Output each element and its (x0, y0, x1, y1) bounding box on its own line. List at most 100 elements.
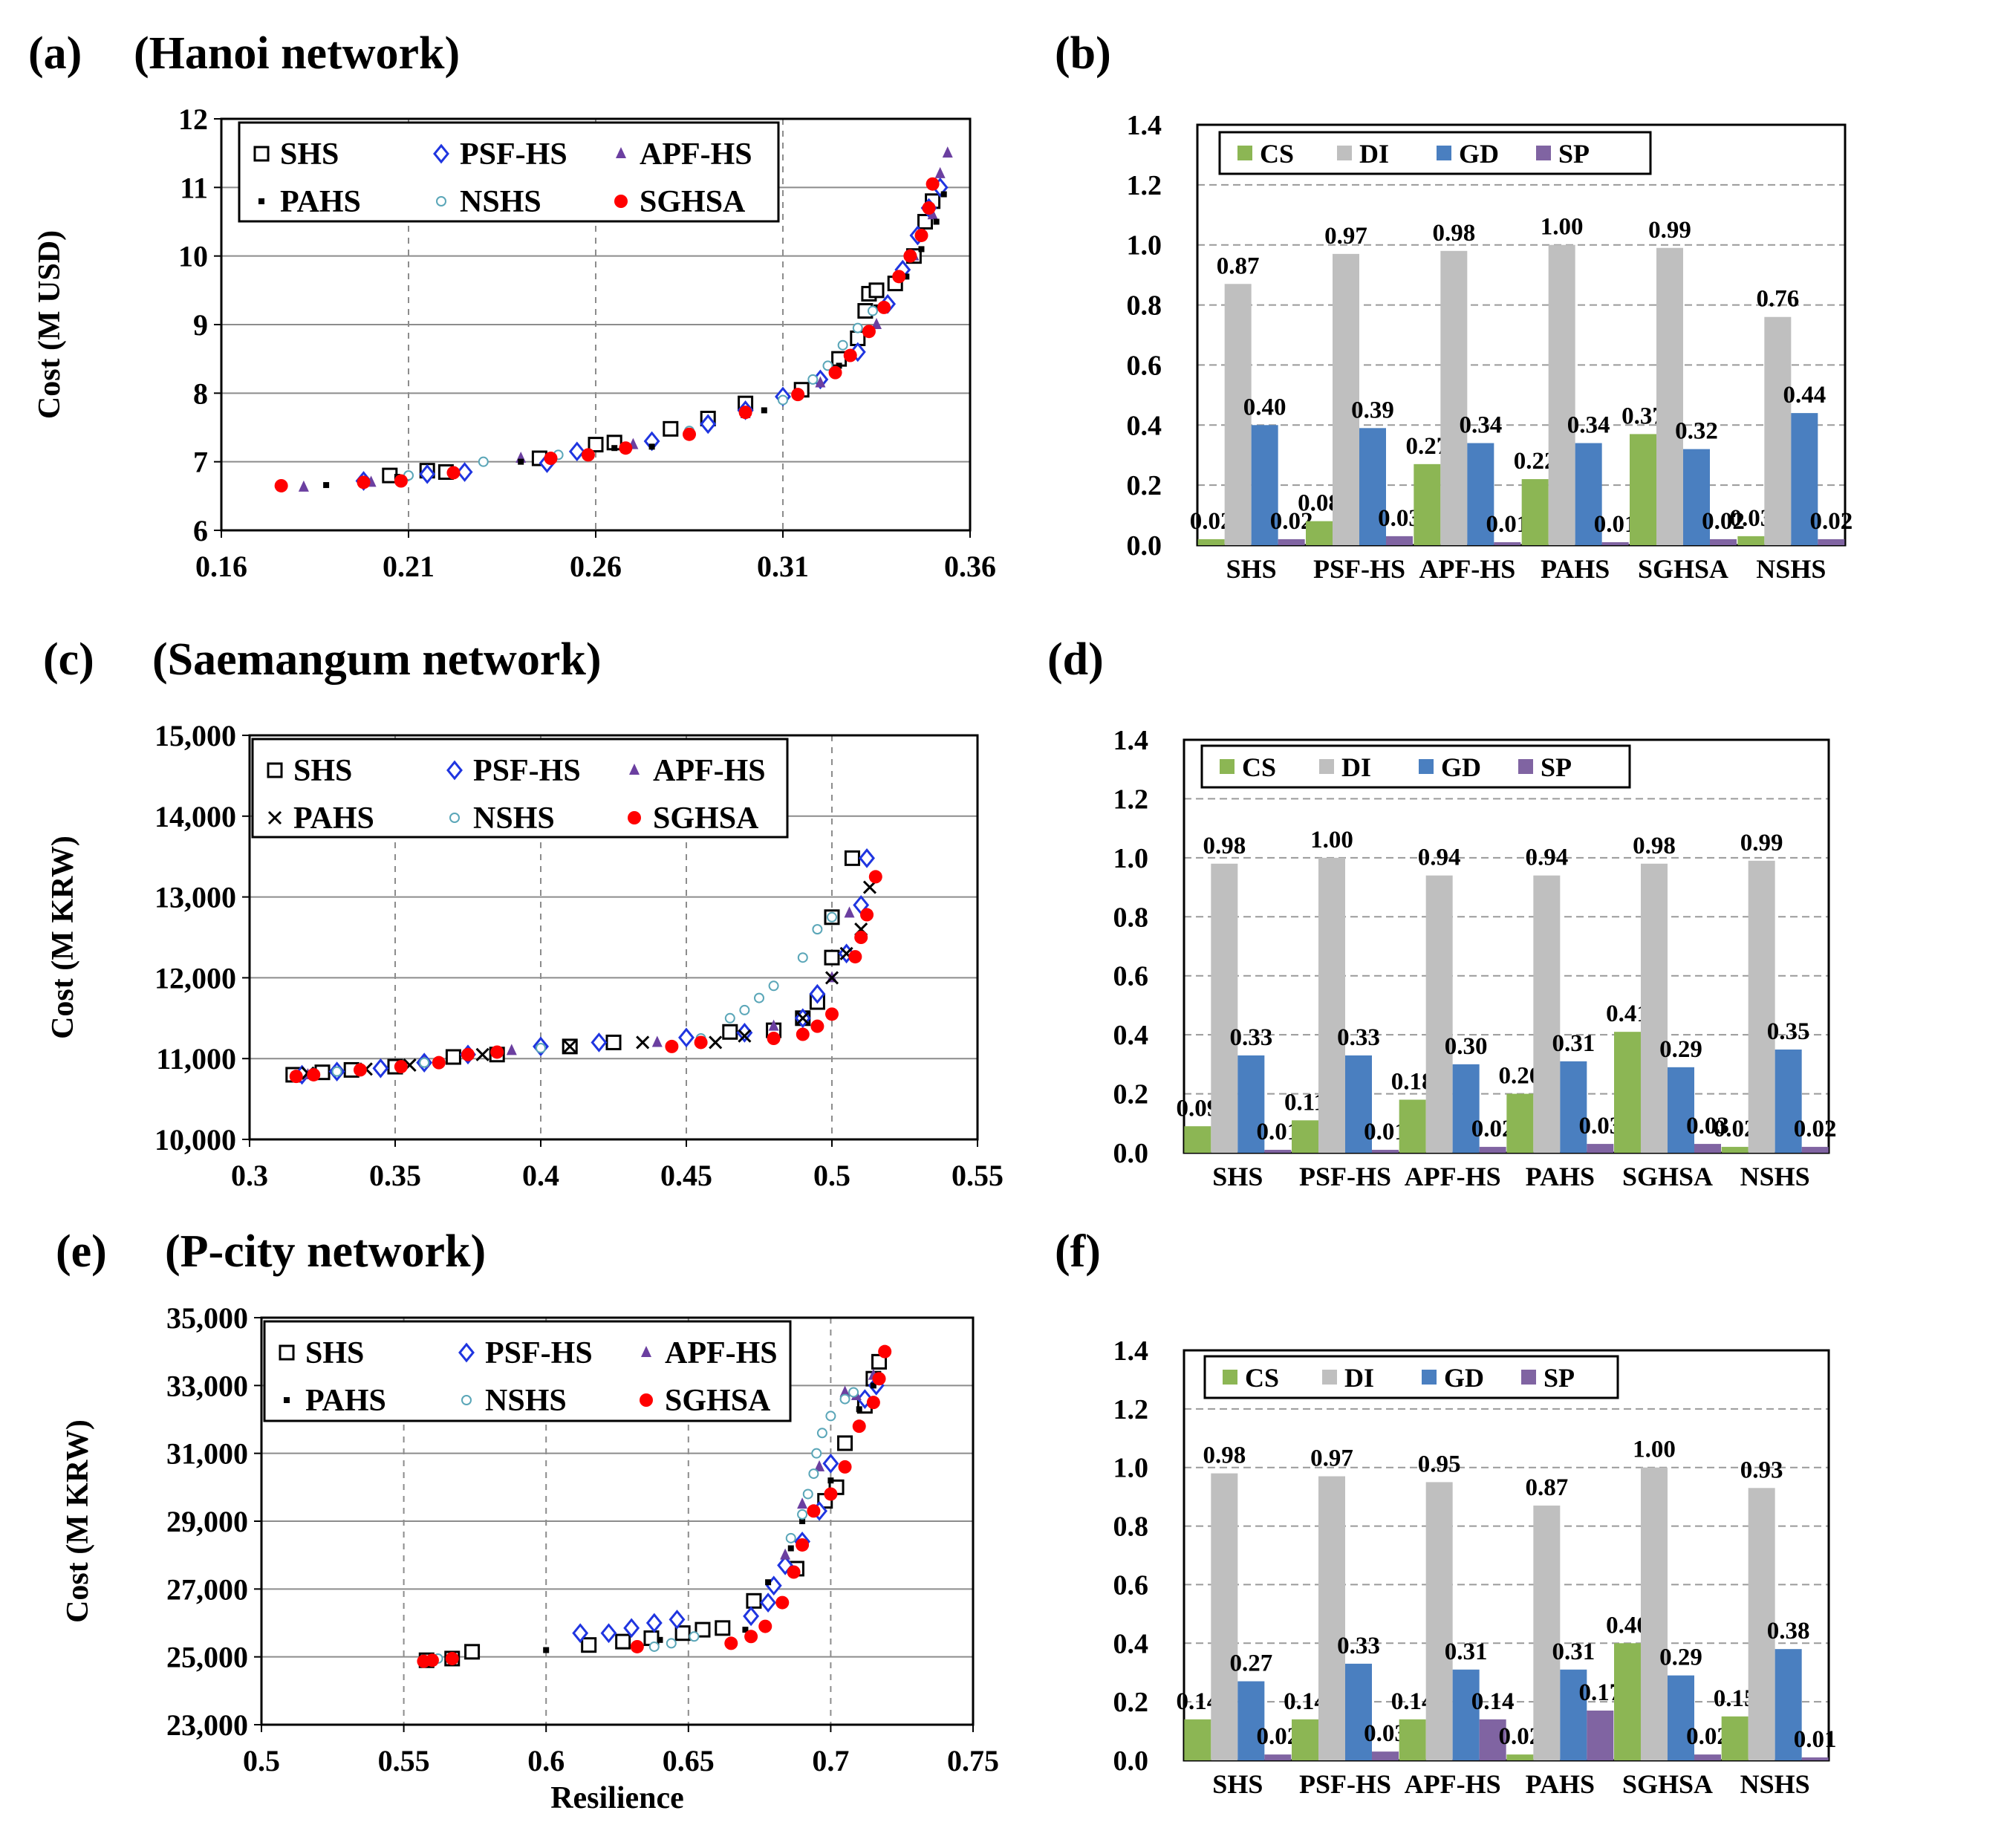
data-point (518, 458, 524, 465)
y-tick-label: 0.2 (1113, 1687, 1149, 1718)
series-sghsa (274, 177, 940, 492)
data-point (903, 273, 910, 280)
x-stroke (709, 1035, 723, 1050)
data-point (778, 394, 788, 406)
legend-swatch-cs (1220, 759, 1235, 774)
data-point (563, 1039, 577, 1053)
data-point (394, 1060, 408, 1074)
legend-label-pahs: PAHS (293, 801, 374, 836)
bar-di (1533, 1505, 1561, 1760)
bar-di (1748, 860, 1775, 1153)
data-point (419, 1057, 430, 1068)
data-point (331, 1066, 342, 1077)
data-point (933, 218, 940, 225)
legend-marker-sghsa (614, 195, 628, 208)
legend-label-pahs: PAHS (280, 185, 361, 219)
data-point (796, 1011, 810, 1025)
x-stroke (636, 1035, 650, 1050)
series-shs (285, 850, 860, 1083)
data-point (903, 249, 917, 263)
bar-gd (1775, 1050, 1802, 1153)
data-point (860, 908, 874, 922)
bar-cs (1630, 434, 1656, 545)
bar-gd (1345, 1055, 1372, 1153)
legend-label-pahs: PAHS (305, 1384, 386, 1418)
bar-cs (1614, 1032, 1641, 1153)
data-label: 0.98 (1633, 833, 1676, 859)
bar-di (1656, 247, 1683, 545)
data-point (581, 1637, 597, 1653)
bar-di (1641, 1467, 1668, 1760)
data-point (839, 1385, 850, 1397)
data-point (787, 1545, 794, 1552)
series-pahs (301, 880, 877, 1080)
bar-panel-5: (f) 0.0 0.2 0.4 0.6 0.8 1.0 1.2 1.4 SHS 0.14 0.98 0.… (1055, 1226, 1837, 1799)
data-label: 0.76 (1756, 286, 1799, 313)
data-point (758, 1619, 772, 1633)
data-point (872, 1372, 886, 1386)
data-point (796, 1027, 810, 1041)
legend-marker-nshs (449, 813, 460, 823)
data-label: 0.14 (1471, 1688, 1515, 1715)
legend-swatch-sp (1536, 146, 1551, 160)
legend-label-di: DI (1341, 752, 1371, 782)
data-label: 0.01 (1594, 511, 1637, 538)
data-point (824, 949, 840, 966)
data-point (605, 1034, 622, 1050)
bar-cs (1737, 536, 1765, 545)
data-point (722, 1024, 738, 1040)
x-tick-label: 0.65 (663, 1744, 715, 1777)
data-label: 0.95 (1418, 1451, 1461, 1477)
x-stroke (475, 1047, 489, 1061)
bar-di (1641, 863, 1668, 1153)
data-point (709, 1035, 723, 1050)
x-tick-label: APF-HS (1405, 1162, 1501, 1191)
data-point (934, 166, 946, 178)
legend-label-shs: SHS (293, 754, 352, 788)
x-tick-label: 0.75 (947, 1744, 999, 1777)
data-point (490, 1045, 504, 1059)
x-tick-label: SGHSA (1638, 554, 1728, 584)
data-point (877, 300, 891, 314)
data-point (871, 318, 882, 329)
data-point (715, 1620, 731, 1636)
data-label: 0.94 (1418, 845, 1461, 871)
plot-frame (260, 1316, 975, 1726)
legend-label-shs: SHS (305, 1336, 364, 1370)
y-tick-label: 1.0 (1113, 1453, 1149, 1484)
data-point (854, 931, 868, 944)
legend-swatch-gd (1437, 146, 1451, 160)
bar-cs (1184, 1126, 1211, 1153)
legend-label-cs: CS (1245, 1363, 1279, 1393)
data-label: 0.94 (1525, 845, 1568, 871)
data-point (940, 191, 947, 198)
bar-gd (1775, 1649, 1802, 1760)
bar-cs (1399, 1099, 1426, 1153)
legend-box (238, 121, 780, 223)
data-label: 0.29 (1659, 1644, 1702, 1671)
panel-title: (P-city network) (165, 1226, 486, 1277)
series-shs (382, 193, 941, 484)
y-tick-label: 0.2 (1127, 470, 1162, 501)
panel-title: (Saemangum network) (152, 634, 601, 685)
x-tick-label: 0.5 (813, 1159, 850, 1192)
y-tick-label: 25,000 (166, 1641, 248, 1674)
data-point (445, 1651, 459, 1665)
legend-marker-apf-hs (629, 764, 640, 775)
legend-marker-pahs (267, 810, 282, 825)
data-point (825, 1007, 839, 1021)
bar-gd (1452, 1064, 1480, 1153)
data-point (754, 992, 764, 1003)
data-label: 0.33 (1229, 1024, 1272, 1051)
data-point (816, 1428, 827, 1439)
bar-cs (1521, 479, 1549, 545)
legend-label-di: DI (1359, 139, 1389, 169)
data-point (665, 1039, 679, 1053)
bar-sp (1818, 539, 1845, 545)
y-axis-label: Cost (M USD) (33, 230, 67, 419)
data-label: 0.40 (1243, 394, 1287, 420)
x-stroke (563, 1039, 577, 1053)
y-tick-label: 0.8 (1113, 902, 1149, 933)
legend-marker-shs (267, 762, 283, 778)
